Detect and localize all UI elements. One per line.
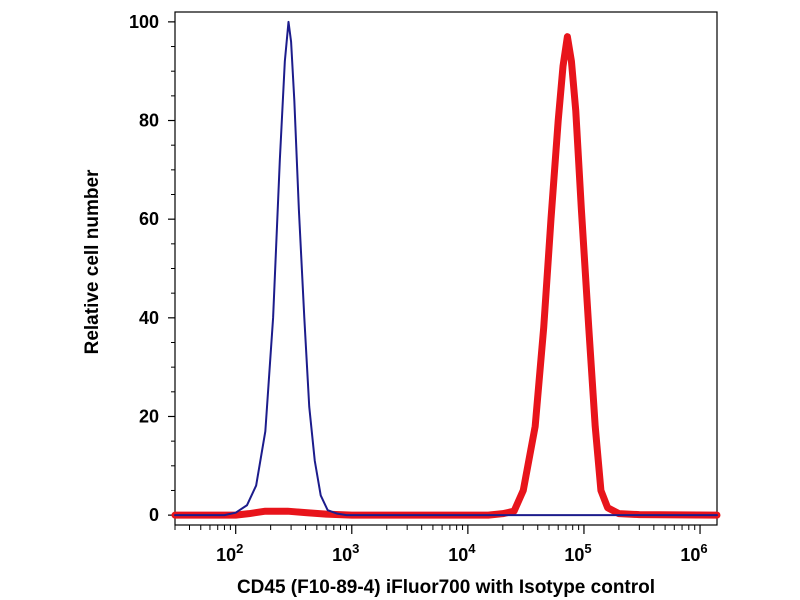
x-axis-title: CD45 (F10-89-4) iFluor700 with Isotype c… bbox=[237, 577, 655, 598]
x-tick-exponent: 5 bbox=[584, 541, 591, 556]
x-tick-exponent: 2 bbox=[236, 541, 243, 556]
y-tick-label: 60 bbox=[139, 209, 159, 229]
minor-tick-marks bbox=[171, 46, 696, 530]
series-layer bbox=[171, 20, 721, 519]
series-line-2 bbox=[174, 20, 718, 517]
x-tick-exponent: 4 bbox=[468, 541, 476, 556]
y-tick-label: 0 bbox=[149, 505, 159, 525]
x-tick-base: 10 bbox=[680, 545, 700, 565]
x-tick-base: 10 bbox=[332, 545, 352, 565]
x-tick-exponent: 3 bbox=[352, 541, 359, 556]
y-tick-label: 100 bbox=[129, 12, 159, 32]
y-tick-labels: 0 20 40 60 80 100 bbox=[129, 12, 159, 525]
y-tick-label: 20 bbox=[139, 406, 159, 426]
x-tick-base: 10 bbox=[448, 545, 468, 565]
series-line-1 bbox=[171, 33, 721, 519]
x-tick-label: 104 bbox=[448, 541, 476, 565]
y-tick-label: 80 bbox=[139, 111, 159, 131]
x-tick-base: 10 bbox=[564, 545, 584, 565]
y-tick-label: 40 bbox=[139, 308, 159, 328]
x-tick-exponent: 6 bbox=[700, 541, 707, 556]
major-tick-marks bbox=[168, 21, 701, 534]
y-axis-title: Relative cell number bbox=[82, 169, 103, 354]
x-tick-label: 105 bbox=[564, 541, 591, 565]
x-tick-label: 106 bbox=[680, 541, 707, 565]
x-tick-base: 10 bbox=[216, 545, 236, 565]
x-tick-label: 102 bbox=[216, 541, 243, 565]
plot-frame bbox=[174, 11, 718, 526]
x-tick-labels: 102 103 104 105 106 bbox=[216, 541, 708, 565]
x-tick-label: 103 bbox=[332, 541, 359, 565]
